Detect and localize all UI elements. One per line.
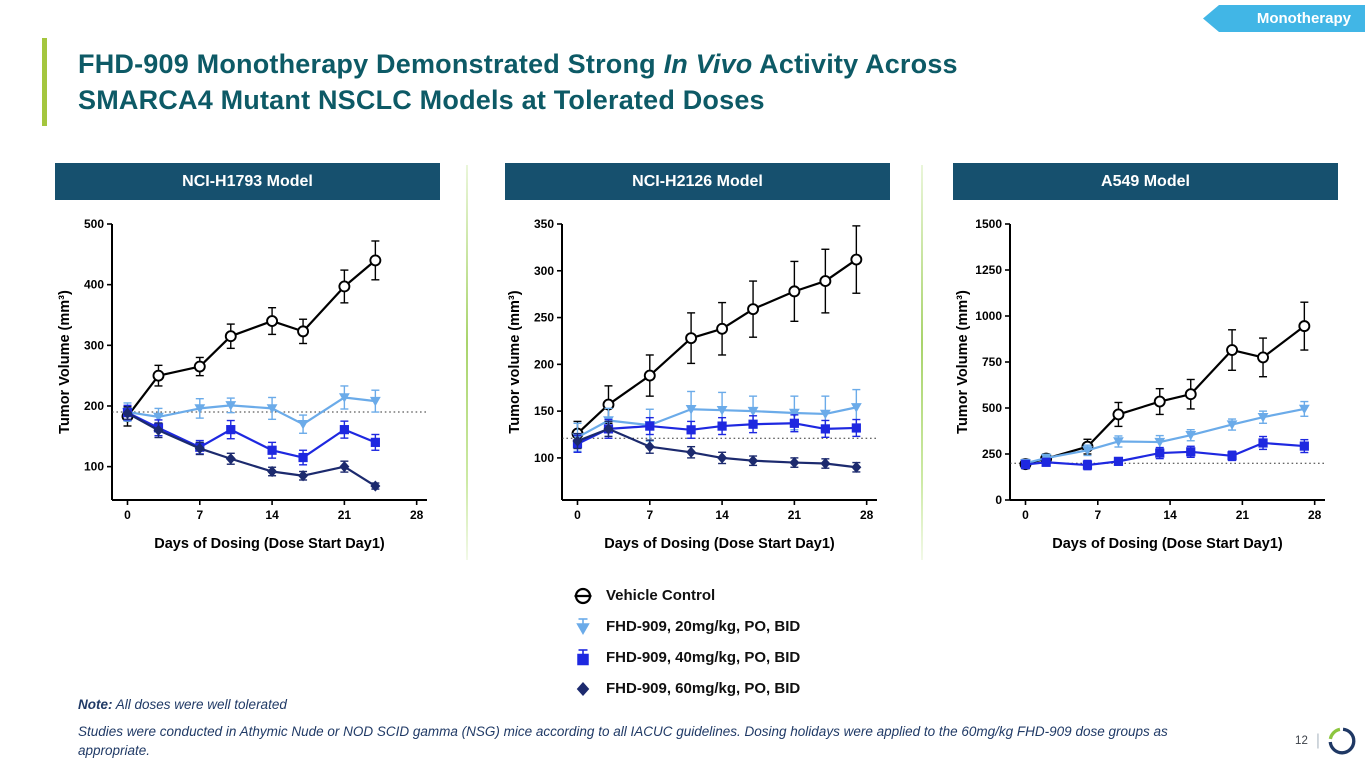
svg-text:0: 0	[124, 508, 131, 522]
square-marker-icon	[577, 648, 589, 665]
svg-text:14: 14	[715, 508, 729, 522]
footer: 12 |	[1295, 726, 1357, 756]
svg-text:21: 21	[788, 508, 802, 522]
svg-text:28: 28	[860, 508, 874, 522]
note-label: Note:	[78, 697, 113, 712]
chart-panel-a549: A549 Model 0 250 500 750 1000 1250 1500 0 7 14 21 2…	[953, 163, 1338, 558]
legend-label: FHD-909, 60mg/kg, PO, BID	[606, 680, 801, 697]
svg-text:28: 28	[410, 508, 424, 522]
note-line: Note: All doses were well tolerated	[78, 697, 287, 712]
legend: Vehicle Control FHD-909, 20mg/kg, PO, BI…	[570, 580, 800, 704]
legend-label: FHD-909, 40mg/kg, PO, BID	[606, 649, 801, 666]
svg-text:500: 500	[84, 217, 104, 231]
svg-text:200: 200	[534, 357, 554, 371]
svg-text:Tumor Volume (mm³): Tumor Volume (mm³)	[955, 290, 971, 434]
chart-panel-nci-h2126: NCI-H2126 Model 100 150 200 250 300 350 0 7 14 21…	[505, 163, 890, 558]
svg-text:300: 300	[534, 264, 554, 278]
svg-text:7: 7	[196, 508, 203, 522]
svg-text:Tumor volume (mm³): Tumor volume (mm³)	[507, 290, 523, 433]
svg-text:1000: 1000	[975, 309, 1002, 323]
logo-ring-icon	[1328, 727, 1356, 755]
footer-separator: |	[1315, 732, 1320, 749]
note-text: All doses were well tolerated	[112, 697, 287, 712]
monotherapy-tag-label: Monotherapy	[1256, 10, 1351, 27]
svg-text:100: 100	[534, 451, 554, 465]
svg-text:200: 200	[84, 399, 104, 413]
chart-panel-nci-h1793: NCI-H1793 Model 100 200 300 400 500 0 7 14 21 28 D…	[55, 163, 440, 558]
svg-text:500: 500	[982, 401, 1002, 415]
svg-text:0: 0	[574, 508, 581, 522]
legend-item-40mg: FHD-909, 40mg/kg, PO, BID	[570, 642, 800, 673]
svg-text:14: 14	[265, 508, 279, 522]
triangle-marker-icon	[576, 617, 590, 635]
chart-a549: 0 250 500 750 1000 1250 1500 0 7 14 21 28 Days of Do…	[955, 217, 1325, 552]
svg-text:21: 21	[338, 508, 352, 522]
legend-label: FHD-909, 20mg/kg, PO, BID	[606, 618, 801, 635]
svg-text:Days of Dosing (Dose Start Day: Days of Dosing (Dose Start Day1)	[154, 536, 385, 552]
panel-divider	[466, 165, 468, 560]
svg-text:1250: 1250	[975, 263, 1002, 277]
title-line-2: SMARCA4 Mutant NSCLC Models at Tolerated…	[78, 85, 765, 115]
chart-title-a549: A549 Model	[953, 163, 1338, 200]
monotherapy-tag: Monotherapy	[1203, 5, 1365, 32]
page-number: 12	[1295, 735, 1308, 747]
svg-text:400: 400	[84, 278, 104, 292]
svg-text:250: 250	[534, 311, 554, 325]
svg-text:250: 250	[982, 447, 1002, 461]
svg-text:7: 7	[646, 508, 653, 522]
title-accent-bar	[42, 38, 47, 126]
footnote: Studies were conducted in Athymic Nude o…	[78, 724, 1168, 758]
chart-title-nci-h1793: NCI-H1793 Model	[55, 163, 440, 200]
chart-nci-h1793: 100 200 300 400 500 0 7 14 21 28 Days of Dosing (D…	[57, 217, 427, 552]
svg-text:350: 350	[534, 217, 554, 231]
svg-text:7: 7	[1094, 508, 1101, 522]
svg-text:750: 750	[982, 355, 1002, 369]
svg-text:21: 21	[1236, 508, 1250, 522]
vehicle-marker-icon	[574, 587, 592, 604]
legend-label: Vehicle Control	[606, 587, 716, 604]
svg-text:1500: 1500	[975, 217, 1002, 231]
chart-title-nci-h2126: NCI-H2126 Model	[505, 163, 890, 200]
diamond-marker-icon	[576, 681, 590, 696]
svg-text:0: 0	[995, 493, 1002, 507]
title-line-1: FHD-909 Monotherapy Demonstrated Strong …	[78, 49, 958, 79]
page-title: FHD-909 Monotherapy Demonstrated Strong …	[78, 46, 1238, 118]
svg-text:100: 100	[84, 460, 104, 474]
svg-text:0: 0	[1022, 508, 1029, 522]
panel-divider	[921, 165, 923, 560]
svg-text:Days of Dosing (Dose Start Day: Days of Dosing (Dose Start Day1)	[1052, 536, 1283, 552]
svg-text:Tumor Volume (mm³): Tumor Volume (mm³)	[57, 290, 73, 434]
svg-text:Days of Dosing (Dose Start Day: Days of Dosing (Dose Start Day1)	[604, 536, 835, 552]
svg-text:14: 14	[1163, 508, 1177, 522]
chart-nci-h2126: 100 150 200 250 300 350 0 7 14 21 28 Days of Dosing…	[507, 217, 877, 552]
svg-text:150: 150	[534, 404, 554, 418]
legend-item-60mg: FHD-909, 60mg/kg, PO, BID	[570, 673, 800, 704]
svg-text:300: 300	[84, 338, 104, 352]
legend-item-vehicle: Vehicle Control	[570, 580, 800, 611]
legend-item-20mg: FHD-909, 20mg/kg, PO, BID	[570, 611, 800, 642]
svg-text:28: 28	[1308, 508, 1322, 522]
